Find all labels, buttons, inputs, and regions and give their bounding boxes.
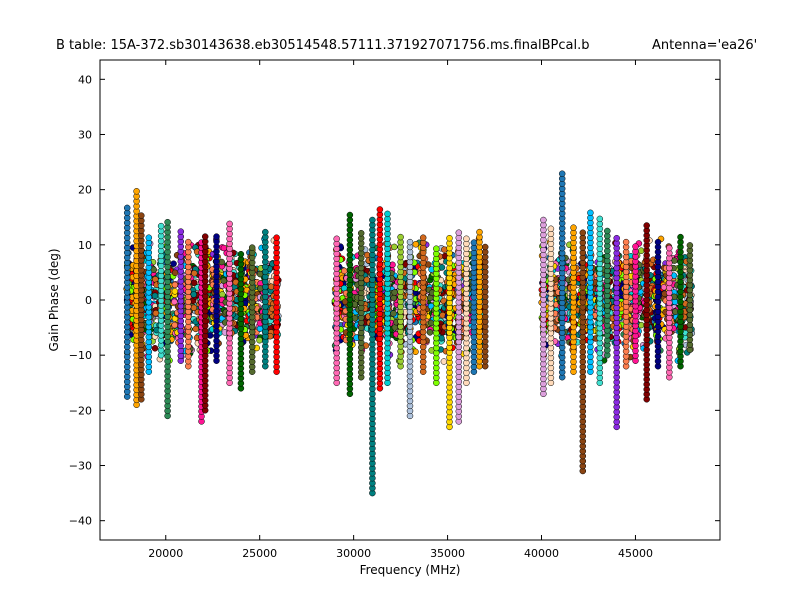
data-point bbox=[346, 211, 354, 219]
data-point bbox=[632, 243, 639, 250]
data-point bbox=[558, 170, 566, 177]
chart-title: B table: 15A-372.sb30143638.eb30514548.5… bbox=[0, 38, 800, 58]
x-tick-label: 35000 bbox=[430, 547, 465, 560]
data-point bbox=[171, 298, 178, 306]
y-tick-label: 0 bbox=[85, 294, 92, 307]
data-point bbox=[262, 228, 269, 236]
data-point bbox=[138, 212, 145, 219]
data-point bbox=[613, 234, 620, 242]
data-point bbox=[171, 288, 179, 295]
data-point bbox=[412, 241, 420, 248]
data-point bbox=[390, 294, 397, 302]
data-point bbox=[152, 276, 159, 283]
data-point bbox=[151, 292, 159, 300]
data-point bbox=[540, 216, 547, 224]
y-tick-label: 30 bbox=[78, 128, 92, 141]
data-point bbox=[369, 216, 376, 224]
data-point bbox=[237, 250, 245, 258]
x-tick-label: 45000 bbox=[618, 547, 653, 560]
data-point bbox=[190, 279, 198, 287]
data-point bbox=[579, 229, 587, 236]
data-point bbox=[440, 358, 448, 365]
x-tick-label: 30000 bbox=[336, 547, 371, 560]
data-point bbox=[384, 210, 391, 218]
data-point bbox=[666, 244, 673, 252]
data-point bbox=[470, 239, 478, 246]
data-point bbox=[177, 228, 185, 235]
data-point bbox=[596, 215, 604, 223]
data-point bbox=[391, 243, 398, 251]
data-point bbox=[622, 238, 630, 246]
data-point bbox=[390, 310, 397, 317]
data-point bbox=[638, 247, 645, 254]
data-point bbox=[133, 188, 140, 195]
data-point bbox=[171, 281, 179, 289]
data-point bbox=[123, 204, 131, 212]
data-point bbox=[363, 276, 371, 284]
data-point bbox=[426, 329, 434, 336]
data-point bbox=[419, 234, 427, 241]
data-point bbox=[455, 229, 463, 236]
data-point bbox=[476, 228, 483, 236]
data-point bbox=[654, 238, 662, 246]
data-point bbox=[438, 264, 446, 271]
data-point bbox=[376, 206, 384, 213]
data-point bbox=[185, 238, 192, 246]
data-point bbox=[190, 291, 197, 298]
y-tick-label: −20 bbox=[69, 404, 92, 417]
x-tick-label: 25000 bbox=[242, 547, 277, 560]
data-point bbox=[219, 291, 226, 298]
y-tick-label: 20 bbox=[78, 184, 92, 197]
data-point bbox=[547, 225, 555, 233]
chart-title-main: B table: 15A-372.sb30143638.eb30514548.5… bbox=[56, 38, 590, 53]
x-axis-label: Frequency (MHz) bbox=[360, 563, 461, 577]
data-point bbox=[481, 243, 489, 251]
data-point bbox=[333, 235, 340, 243]
data-points bbox=[123, 170, 696, 497]
data-point bbox=[157, 222, 165, 230]
data-point bbox=[226, 220, 233, 228]
data-point bbox=[604, 227, 611, 235]
data-point bbox=[446, 234, 453, 242]
data-point bbox=[643, 222, 650, 229]
data-point bbox=[145, 234, 153, 241]
data-point bbox=[397, 233, 404, 241]
data-point bbox=[357, 229, 365, 237]
data-point bbox=[213, 233, 220, 240]
chart-title-antenna: Antenna='ea26' bbox=[652, 38, 758, 53]
data-point bbox=[220, 244, 228, 252]
data-point bbox=[341, 267, 348, 275]
data-point bbox=[151, 345, 159, 352]
data-point bbox=[256, 336, 263, 344]
y-axis-label: Gain Phase (deg) bbox=[47, 248, 61, 351]
data-point bbox=[587, 209, 594, 217]
y-tick-label: 40 bbox=[78, 73, 92, 86]
data-point bbox=[677, 233, 684, 241]
data-point bbox=[273, 234, 280, 241]
data-point bbox=[267, 283, 275, 290]
data-point bbox=[570, 224, 577, 231]
data-point bbox=[171, 321, 178, 329]
data-point bbox=[406, 238, 414, 246]
y-tick-label: −30 bbox=[69, 460, 92, 473]
data-point bbox=[201, 233, 209, 240]
data-point bbox=[191, 270, 198, 277]
x-tick-label: 20000 bbox=[148, 547, 183, 560]
data-point bbox=[391, 289, 398, 296]
data-point bbox=[433, 245, 440, 252]
data-point bbox=[220, 277, 227, 284]
y-tick-label: −40 bbox=[69, 515, 92, 528]
data-point bbox=[170, 260, 177, 267]
y-tick-label: −10 bbox=[69, 349, 92, 362]
x-tick-label: 40000 bbox=[524, 547, 559, 560]
data-point bbox=[164, 218, 171, 226]
data-point bbox=[686, 242, 694, 249]
data-point bbox=[463, 235, 470, 243]
y-tick-label: 10 bbox=[78, 239, 92, 252]
data-point bbox=[171, 269, 179, 277]
data-point bbox=[248, 244, 256, 251]
data-point bbox=[192, 325, 199, 333]
